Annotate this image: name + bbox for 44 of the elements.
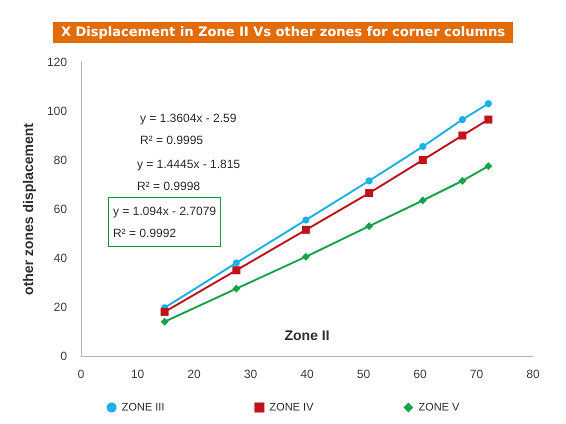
point (232, 284, 240, 293)
point (419, 143, 426, 150)
point (160, 318, 169, 326)
annotation: y = 1.094x - 2.7079 R² = 0.9992 (113, 204, 216, 240)
x-tick-label: 70 (470, 367, 484, 381)
point (458, 176, 466, 185)
y-tick-label: 0 (60, 349, 68, 363)
legend-label: ZONE III (122, 402, 164, 414)
point (232, 259, 240, 266)
legend-label: ZONE V (418, 402, 460, 414)
point (302, 226, 310, 234)
x-tick-label: 50 (356, 367, 370, 381)
point (302, 216, 310, 224)
y-tick-label: 20 (54, 300, 68, 314)
legend-label: ZONE IV (269, 402, 314, 414)
x-tick-label: 0 (78, 367, 85, 381)
x-tick-label: 40 (300, 367, 314, 381)
x-axis-title: Zone II (284, 327, 330, 343)
point (365, 189, 374, 198)
y-tick-label: 80 (54, 153, 68, 167)
point (458, 132, 466, 140)
x-tick-label: 80 (526, 367, 540, 381)
point (458, 116, 466, 124)
point (418, 196, 427, 204)
y-tick-label: 40 (54, 251, 68, 265)
y-tick-label: 60 (54, 202, 68, 216)
x-tick-label: 30 (244, 367, 258, 381)
point (418, 156, 427, 164)
annotation: y = 1.4445x - 1.815 R² = 0.9998 (137, 157, 240, 193)
point (484, 116, 492, 124)
point (232, 266, 240, 274)
x-tick-label: 20 (187, 367, 201, 381)
point (365, 222, 374, 230)
point (484, 100, 492, 108)
y-tick-label: 120 (46, 55, 68, 69)
x-tick-label: 60 (413, 367, 427, 381)
y-tick-label: 100 (46, 104, 68, 118)
point (366, 177, 373, 184)
point (484, 162, 492, 170)
point (160, 308, 169, 316)
point (302, 252, 310, 261)
chart-title: X Displacement in Zone II Vs other zones for corner columns (60, 25, 506, 40)
y-axis-title: other zones displacement (20, 122, 36, 295)
x-tick-label: 10 (130, 367, 144, 381)
